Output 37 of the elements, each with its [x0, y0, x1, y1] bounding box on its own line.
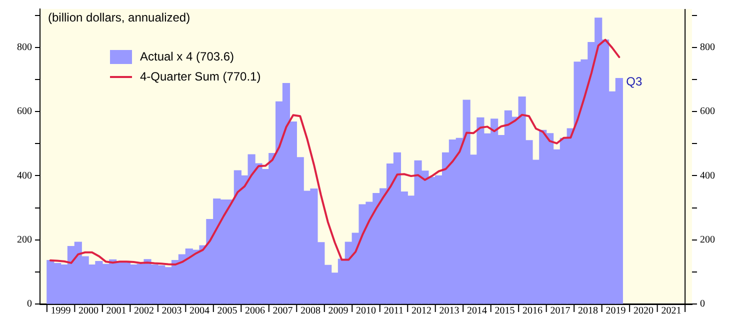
- x-tick-label: 2015: [494, 306, 515, 317]
- x-tick-label: 2020: [633, 306, 654, 317]
- x-tick-label: 2002: [134, 306, 154, 317]
- x-tick-label: 2010: [356, 306, 376, 317]
- legend-label: 4-Quarter Sum (770.1): [140, 69, 261, 84]
- y2-tick-label: 200: [700, 234, 715, 246]
- y-tick-label: 400: [17, 170, 32, 182]
- y2-tick-label: 400: [700, 170, 715, 182]
- x-tick-label: 2012: [411, 306, 432, 317]
- x-tick-label: 2019: [606, 306, 626, 317]
- x-tick-label: 2009: [328, 306, 348, 317]
- y2-tick-label: 600: [700, 106, 715, 118]
- x-tick-label: 2007: [272, 306, 293, 317]
- x-tick-label: 2021: [661, 306, 682, 317]
- legend-label: Actual x 4 (703.6): [140, 49, 234, 64]
- annotation: Q3: [626, 74, 643, 89]
- x-tick-label: 2004: [190, 306, 210, 317]
- chart-subtitle: (billion dollars, annualized): [48, 10, 190, 24]
- y-tick-label: 0: [27, 298, 32, 310]
- y2-tick-label: 800: [700, 42, 715, 54]
- x-tick-label: 2000: [78, 306, 99, 317]
- x-tick-label: 2006: [245, 306, 266, 317]
- x-tick-label: 2018: [578, 306, 598, 317]
- y2-tick-label: 0: [700, 298, 705, 310]
- x-tick-label: 2016: [522, 306, 542, 317]
- x-tick-label: 2001: [106, 306, 126, 317]
- x-tick-label: 2017: [550, 306, 570, 317]
- x-tick-label: 2014: [466, 306, 487, 317]
- x-tick-label: 2011: [384, 306, 404, 317]
- x-tick-label: 2005: [217, 306, 238, 317]
- x-tick-label: 2008: [300, 306, 321, 317]
- x-tick-label: 2013: [439, 306, 460, 317]
- y-tick-label: 600: [17, 106, 32, 118]
- y-tick-label: 200: [17, 234, 32, 246]
- x-tick-label: 1999: [50, 306, 71, 317]
- x-tick-label: 2003: [162, 306, 182, 317]
- y-tick-label: 800: [17, 42, 32, 54]
